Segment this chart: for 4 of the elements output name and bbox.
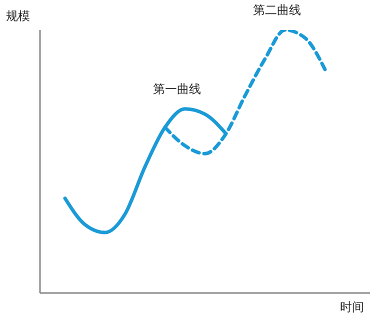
- series-label: 第二曲线: [253, 3, 301, 17]
- series-label: 第一曲线: [153, 82, 201, 96]
- x-axis-title: 时间: [340, 300, 364, 314]
- y-axis-title: 规模: [6, 9, 30, 23]
